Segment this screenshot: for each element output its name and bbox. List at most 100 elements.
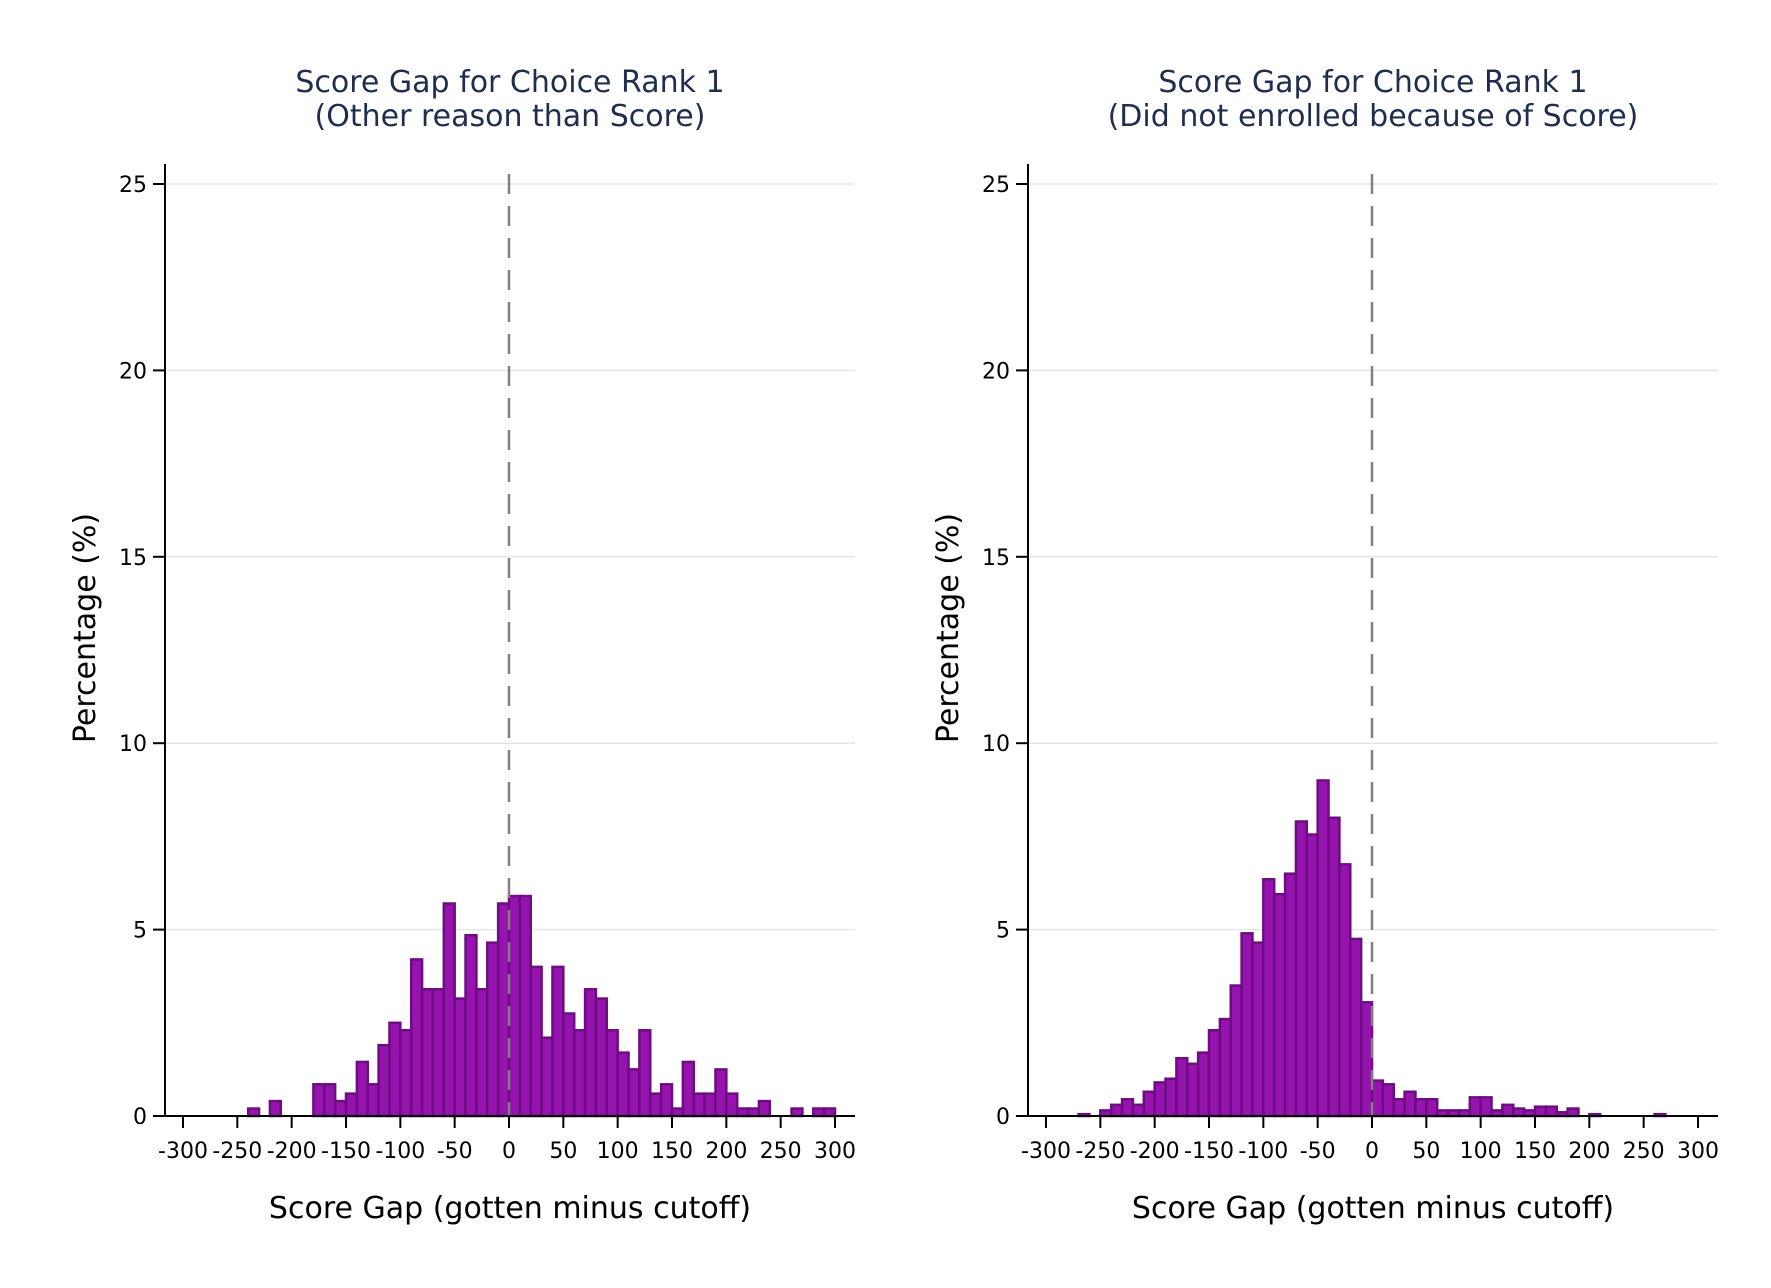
left-bar--20 bbox=[486, 941, 500, 1118]
left-x-tick-label--50: -50 bbox=[437, 1139, 473, 1164]
left-bar-140 bbox=[659, 1083, 674, 1118]
right-bar-90 bbox=[1468, 1096, 1482, 1118]
right-x-tick-label-300: 300 bbox=[1677, 1139, 1719, 1164]
left-x-tick-label-50: 50 bbox=[549, 1139, 577, 1164]
right-y-axis-title: Percentage (%) bbox=[931, 513, 966, 743]
left-bar--90 bbox=[409, 958, 424, 1118]
left-y-tick-label-0: 0 bbox=[133, 1105, 147, 1130]
left-x-tick-label-300: 300 bbox=[814, 1139, 856, 1164]
left-x-axis-title: Score Gap (gotten minus cutoff) bbox=[269, 1191, 751, 1226]
right-bar--210 bbox=[1142, 1090, 1156, 1118]
left-x-tick-label--150: -150 bbox=[321, 1139, 371, 1164]
left-x-tick-label--100: -100 bbox=[375, 1139, 425, 1164]
right-x-tick-label-0: 0 bbox=[1365, 1139, 1379, 1164]
left-bar--80 bbox=[420, 987, 435, 1118]
left-bar--150 bbox=[344, 1092, 359, 1118]
left-bar-100 bbox=[616, 1051, 630, 1118]
left-bar--220 bbox=[268, 1099, 283, 1118]
left-bar-190 bbox=[714, 1068, 728, 1118]
right-y-tick-label-20: 20 bbox=[982, 359, 1010, 384]
right-bar-50 bbox=[1425, 1097, 1439, 1118]
right-x-tick-label--100: -100 bbox=[1238, 1139, 1288, 1164]
right-y-tick-label-15: 15 bbox=[982, 546, 1010, 571]
left-bar-170 bbox=[692, 1092, 706, 1118]
left-histogram-panel: Score Gap for Choice Rank 1 (Other reaso… bbox=[68, 65, 856, 1226]
right-x-tick-label-100: 100 bbox=[1460, 1139, 1502, 1164]
left-bar-90 bbox=[605, 1029, 619, 1118]
right-x-tick-label--250: -250 bbox=[1075, 1139, 1125, 1164]
left-bar-280 bbox=[812, 1107, 826, 1118]
right-bar--170 bbox=[1186, 1062, 1200, 1118]
left-x-tick-label--200: -200 bbox=[267, 1139, 317, 1164]
left-bar--40 bbox=[464, 933, 478, 1118]
left-bar-200 bbox=[725, 1092, 739, 1118]
right-x-tick-label--300: -300 bbox=[1021, 1139, 1071, 1164]
left-bar--10 bbox=[496, 902, 511, 1118]
right-bar-160 bbox=[1544, 1105, 1558, 1118]
left-bar-20 bbox=[529, 965, 543, 1118]
right-bar--140 bbox=[1218, 1017, 1232, 1118]
right-bar-180 bbox=[1566, 1107, 1580, 1118]
left-bar-40 bbox=[551, 965, 565, 1118]
left-bar--70 bbox=[431, 987, 446, 1118]
left-bar-10 bbox=[518, 894, 532, 1118]
right-x-tick-label-250: 250 bbox=[1623, 1139, 1665, 1164]
right-bar--120 bbox=[1240, 932, 1254, 1118]
right-bar-100 bbox=[1479, 1096, 1493, 1118]
right-x-tick-label--50: -50 bbox=[1300, 1139, 1336, 1164]
left-bar--30 bbox=[475, 987, 489, 1118]
left-bar-110 bbox=[627, 1068, 641, 1118]
right-bar--180 bbox=[1175, 1056, 1189, 1118]
right-bar-0 bbox=[1370, 1079, 1385, 1118]
left-y-tick-label-10: 10 bbox=[119, 732, 147, 757]
left-bar-120 bbox=[638, 1029, 652, 1118]
left-bar-230 bbox=[757, 1099, 772, 1118]
right-x-tick-label--200: -200 bbox=[1130, 1139, 1180, 1164]
right-bar--160 bbox=[1196, 1051, 1211, 1118]
left-bar-80 bbox=[594, 997, 609, 1118]
right-x-tick-label--150: -150 bbox=[1184, 1139, 1234, 1164]
left-bar--130 bbox=[366, 1083, 380, 1118]
right-bar--220 bbox=[1131, 1103, 1146, 1118]
right-bar--150 bbox=[1207, 1029, 1222, 1118]
right-bar-30 bbox=[1403, 1090, 1417, 1118]
left-x-tick-label-200: 200 bbox=[705, 1139, 747, 1164]
right-bar--70 bbox=[1294, 820, 1309, 1118]
right-bar-20 bbox=[1392, 1097, 1406, 1118]
right-histogram-panel: Score Gap for Choice Rank 1 (Did not enr… bbox=[931, 65, 1719, 1226]
left-bar--50 bbox=[453, 997, 467, 1118]
right-y-tick-label-25: 25 bbox=[982, 173, 1010, 198]
left-bar-260 bbox=[790, 1107, 804, 1118]
right-bar--60 bbox=[1305, 833, 1319, 1118]
left-bar-160 bbox=[681, 1060, 695, 1118]
left-bar--180 bbox=[312, 1083, 326, 1118]
left-bar--120 bbox=[377, 1043, 391, 1118]
left-x-tick-label-0: 0 bbox=[502, 1139, 516, 1164]
left-bar--100 bbox=[399, 1029, 413, 1118]
left-bar--170 bbox=[323, 1083, 337, 1118]
right-bar--230 bbox=[1120, 1097, 1135, 1118]
right-bar-10 bbox=[1381, 1083, 1395, 1118]
left-y-tick-label-5: 5 bbox=[133, 919, 147, 944]
left-bar-130 bbox=[649, 1092, 663, 1118]
right-y-tick-label-5: 5 bbox=[996, 919, 1010, 944]
left-x-tick-label-100: 100 bbox=[597, 1139, 639, 1164]
left-bar-150 bbox=[670, 1107, 685, 1118]
left-y-axis-title: Percentage (%) bbox=[68, 513, 103, 743]
right-x-tick-label-150: 150 bbox=[1514, 1139, 1556, 1164]
left-x-tick-label-150: 150 bbox=[651, 1139, 693, 1164]
left-bar-50 bbox=[562, 1012, 576, 1118]
left-x-ticks: -300 -250 -200 -150 -100 -50 0 50 100 150 200 250 30… bbox=[158, 1116, 856, 1164]
left-chart-subtitle: (Other reason than Score) bbox=[315, 99, 706, 134]
left-bars bbox=[246, 894, 837, 1118]
right-y-ticks: 0 5 10 15 20 25 bbox=[982, 173, 1028, 1130]
left-bar--60 bbox=[442, 902, 456, 1118]
right-y-tick-label-0: 0 bbox=[996, 1105, 1010, 1130]
left-bar-70 bbox=[583, 987, 598, 1118]
right-chart-title: Score Gap for Choice Rank 1 bbox=[1158, 65, 1587, 100]
right-bar-40 bbox=[1414, 1097, 1428, 1118]
left-y-tick-label-15: 15 bbox=[119, 546, 147, 571]
left-y-tick-label-25: 25 bbox=[119, 173, 147, 198]
